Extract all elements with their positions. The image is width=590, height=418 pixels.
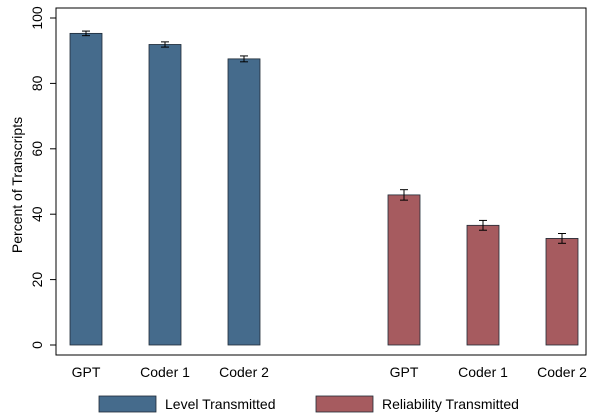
x-tick-labels: GPT Coder 1 Coder 2 GPT Coder 1 Coder 2 [72, 364, 588, 380]
y-tick-label: 40 [29, 206, 45, 222]
y-tick-label: 80 [29, 75, 45, 91]
x-tick-label: GPT [72, 364, 101, 380]
bars [69, 30, 579, 346]
y-tick-label: 20 [29, 272, 45, 288]
plot-frame [55, 7, 587, 356]
bar [69, 32, 103, 346]
legend-label: Level Transmitted [165, 396, 276, 412]
y-axis-title: Percent of Transcripts [9, 117, 25, 253]
bar [227, 58, 261, 346]
y-axis: 0 20 40 60 80 100 [29, 6, 56, 349]
bar [466, 224, 500, 346]
x-tick-label: Coder 1 [140, 364, 190, 380]
x-tick-label: GPT [390, 364, 419, 380]
y-tick-label: 100 [29, 6, 45, 30]
y-tick-label: 60 [29, 141, 45, 157]
legend: Level Transmitted Reliability Transmitted [98, 395, 519, 413]
bar [387, 194, 421, 346]
legend-swatch [98, 395, 157, 413]
bar [545, 237, 579, 346]
bar [148, 44, 182, 346]
x-tick-label: Coder 1 [458, 364, 508, 380]
x-tick-label: Coder 2 [537, 364, 587, 380]
y-tick-label: 0 [29, 341, 45, 349]
x-tick-label: Coder 2 [219, 364, 269, 380]
legend-label: Reliability Transmitted [382, 396, 519, 412]
legend-swatch [315, 395, 374, 413]
